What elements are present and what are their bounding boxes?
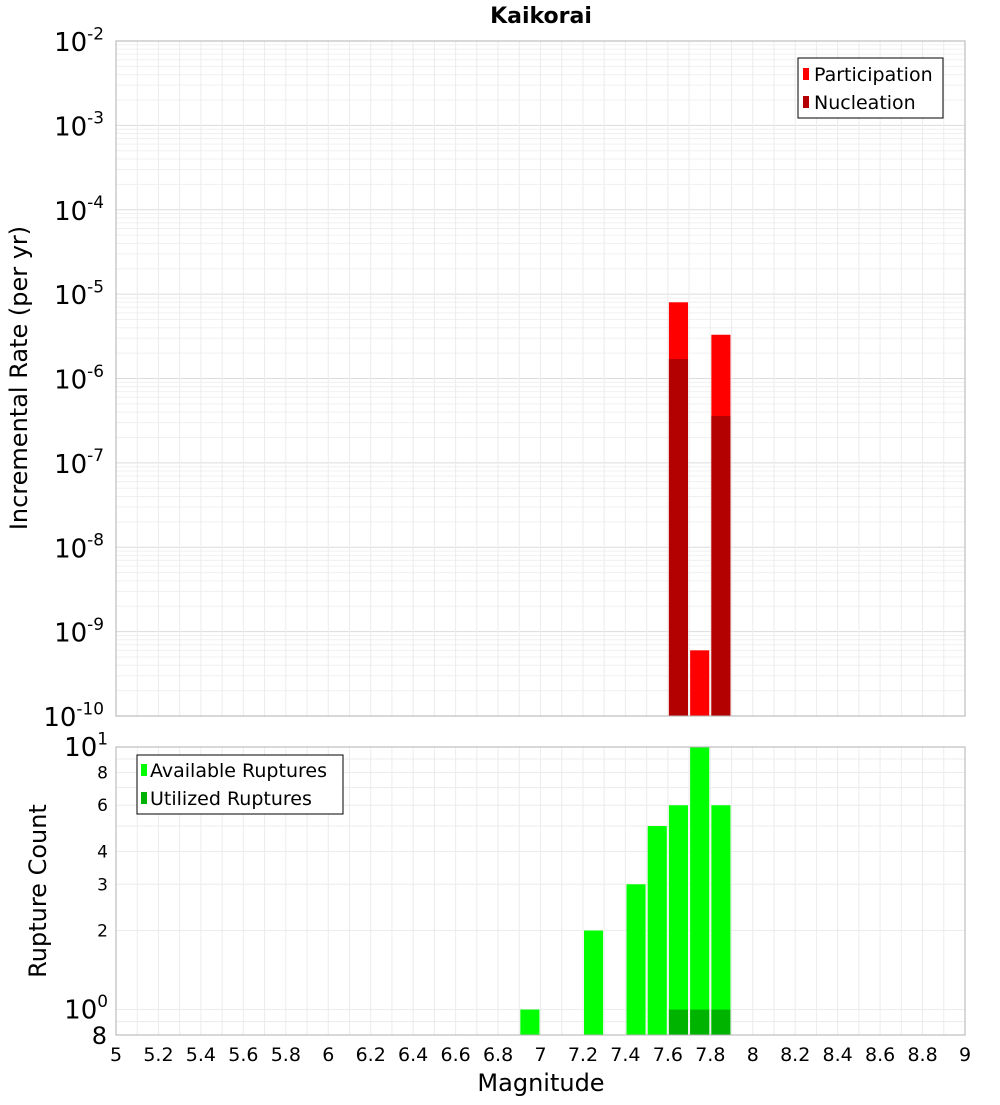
top-y-tick-label-base: 10: [54, 28, 87, 58]
legend-swatch: [141, 792, 147, 804]
bottom-y-major-tick-label-base: 10: [64, 996, 97, 1026]
top-y-tick-label-exponent: -8: [87, 530, 104, 550]
legend-label: Utilized Ruptures: [150, 788, 312, 810]
available-ruptures-bar: [690, 747, 710, 1035]
bottom-y-major-tick-label: 101: [64, 728, 108, 763]
top-y-tick-label: 10-7: [54, 445, 104, 480]
top-y-tick-label-base: 10: [54, 112, 87, 142]
x-tick-label: 5.6: [228, 1044, 258, 1066]
top-y-tick-label: 10-10: [43, 698, 104, 733]
top-y-tick-label-exponent: -4: [87, 192, 104, 212]
top-y-tick-label-exponent: -3: [87, 108, 104, 128]
legend-label: Nucleation: [814, 92, 916, 114]
top-y-tick-label-exponent: -2: [87, 23, 104, 43]
top-y-tick-label: 10-5: [54, 276, 104, 311]
x-tick-label: 8.4: [823, 1044, 853, 1066]
x-tick-label: 8.2: [780, 1044, 810, 1066]
bottom-legend-box: [136, 754, 344, 815]
bottom-y-major-tick-label: 100: [64, 991, 108, 1026]
x-tick-label: 5.8: [271, 1044, 301, 1066]
top-y-tick-label: 10-6: [54, 361, 104, 396]
bottom-y-minor-tick-label: 4: [97, 842, 108, 862]
x-tick-label: 9: [959, 1044, 971, 1066]
x-tick-label: 8: [747, 1044, 759, 1066]
top-y-axis-label: Incremental Rate (per yr): [5, 226, 33, 530]
legend-swatch: [803, 96, 809, 108]
top-y-tick-label-base: 10: [54, 281, 87, 311]
top-y-tick-label-exponent: -5: [87, 276, 104, 296]
top-y-tick-label: 10-9: [54, 614, 104, 649]
utilized-ruptures-bar: [711, 1009, 731, 1035]
bottom-y-minor-tick-label: 6: [97, 796, 108, 816]
available-ruptures-bar: [668, 805, 689, 1035]
chart-title: Kaikorai: [490, 4, 592, 29]
bottom-y-major-tick-label-base: 10: [64, 733, 97, 763]
x-tick-label: 7.4: [610, 1044, 640, 1066]
x-tick-label: 6.2: [356, 1044, 386, 1066]
x-tick-label: 8.8: [907, 1044, 937, 1066]
top-y-tick-label: 10-2: [54, 23, 104, 58]
top-y-tick-label-base: 10: [54, 534, 87, 564]
x-axis-label: Magnitude: [477, 1069, 604, 1097]
top-gridlines: [115, 40, 966, 717]
x-tick-label: 5.2: [143, 1044, 173, 1066]
top-y-tick-label: 10-4: [54, 192, 104, 227]
x-tick-label: 5.4: [186, 1044, 216, 1066]
top-y-tick-label: 10-8: [54, 530, 104, 565]
x-tick-label: 7.8: [695, 1044, 725, 1066]
top-y-tick-label: 10-3: [54, 108, 104, 143]
x-tick-label: 6.6: [440, 1044, 470, 1066]
nucleation-bar: [711, 415, 731, 716]
x-tick-label: 7: [534, 1044, 546, 1066]
bottom-y-minor-tick-label: 2: [97, 922, 108, 942]
bottom-gridlines: [115, 747, 966, 1035]
available-ruptures-bar: [520, 1009, 540, 1035]
bottom-y-major-tick-label-exponent: 1: [97, 728, 108, 748]
legend-swatch: [803, 68, 809, 80]
bottom-y-minor-tick-label: 8: [97, 763, 108, 783]
participation-bar: [690, 650, 710, 716]
top-y-tick-label-exponent: -6: [87, 361, 104, 381]
top-legend-box: [797, 57, 944, 119]
top-y-tick-label-base: 10: [43, 703, 76, 733]
top-y-tick-label-exponent: -7: [87, 445, 104, 465]
top-y-tick-label-base: 10: [54, 450, 87, 480]
x-tick-label: 7.2: [568, 1044, 598, 1066]
x-tick-label: 5: [110, 1044, 122, 1066]
nucleation-bar: [668, 359, 689, 716]
bottom-y-minor-tick-label: 3: [97, 875, 108, 895]
available-ruptures-bar: [626, 884, 646, 1035]
top-y-tick-label-exponent: -10: [76, 698, 104, 718]
available-ruptures-bar: [647, 826, 667, 1035]
available-ruptures-bar: [711, 805, 731, 1035]
top-plot-border: [115, 40, 966, 717]
bottom-y-axis-label: Rupture Count: [24, 804, 52, 978]
x-tick-label: 6.8: [483, 1044, 513, 1066]
bottom-y-axis-min-label: 8: [92, 1022, 107, 1050]
bottom-plot-border: [115, 746, 966, 1036]
top-y-tick-label-exponent: -9: [87, 614, 104, 634]
utilized-ruptures-bar: [668, 1009, 689, 1035]
top-y-tick-label-base: 10: [54, 197, 87, 227]
x-tick-label: 6: [322, 1044, 334, 1066]
available-ruptures-bar: [584, 930, 604, 1035]
top-y-tick-label-base: 10: [54, 619, 87, 649]
x-tick-label: 8.6: [865, 1044, 895, 1066]
utilized-ruptures-bar: [690, 1009, 710, 1035]
legend-swatch: [141, 764, 147, 776]
bottom-y-major-tick-label-exponent: 0: [97, 991, 108, 1011]
x-tick-label: 7.6: [653, 1044, 683, 1066]
x-tick-label: 6.4: [398, 1044, 428, 1066]
legend-label: Available Ruptures: [150, 760, 327, 782]
top-y-tick-label-base: 10: [54, 366, 87, 396]
legend-label: Participation: [814, 64, 933, 86]
